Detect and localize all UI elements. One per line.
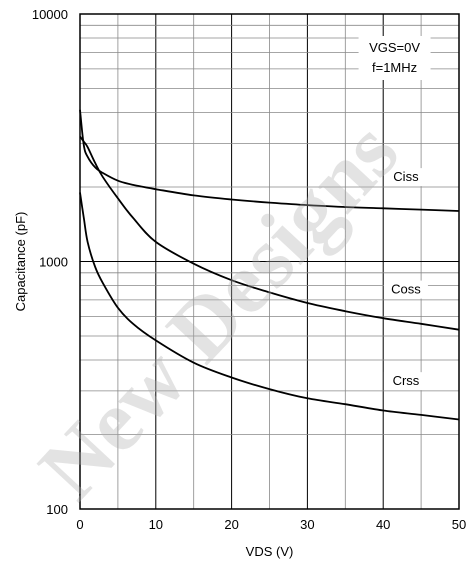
x-tick-label: 50 — [452, 517, 466, 532]
series-labels: Ciss Coss Crss — [383, 168, 428, 391]
condition-frequency: f=1MHz — [372, 60, 417, 75]
x-axis-label: VDS (V) — [246, 544, 294, 559]
x-tick-label: 20 — [224, 517, 238, 532]
y-tick-label: 100 — [46, 502, 68, 517]
series-label-bg — [383, 280, 428, 299]
conditions-box — [358, 36, 431, 80]
y-axis-label: Capacitance (pF) — [13, 212, 28, 312]
series-label-bg — [383, 372, 428, 391]
series-line-coss — [79, 135, 460, 331]
series-line-crss — [79, 192, 460, 421]
x-tick-label: 10 — [149, 517, 163, 532]
x-tick-label: 40 — [376, 517, 390, 532]
series-label-bg — [383, 168, 428, 187]
plot-frame — [79, 13, 460, 510]
x-tick-label: 0 — [76, 517, 83, 532]
y-tick-label: 10000 — [32, 7, 68, 22]
series-line-ciss — [79, 109, 460, 212]
series-label-ciss: Ciss — [393, 169, 419, 184]
series-label-coss: Coss — [391, 282, 421, 297]
condition-vgs: VGS=0V — [369, 40, 420, 55]
y-tick-label: 1000 — [39, 255, 68, 270]
x-tick-labels: 0 10 20 30 40 50 — [76, 517, 466, 532]
series-layer — [79, 109, 460, 421]
series-label-crss: Crss — [393, 373, 420, 388]
y-tick-labels: 100 1000 10000 — [32, 7, 68, 517]
x-tick-label: 30 — [300, 517, 314, 532]
